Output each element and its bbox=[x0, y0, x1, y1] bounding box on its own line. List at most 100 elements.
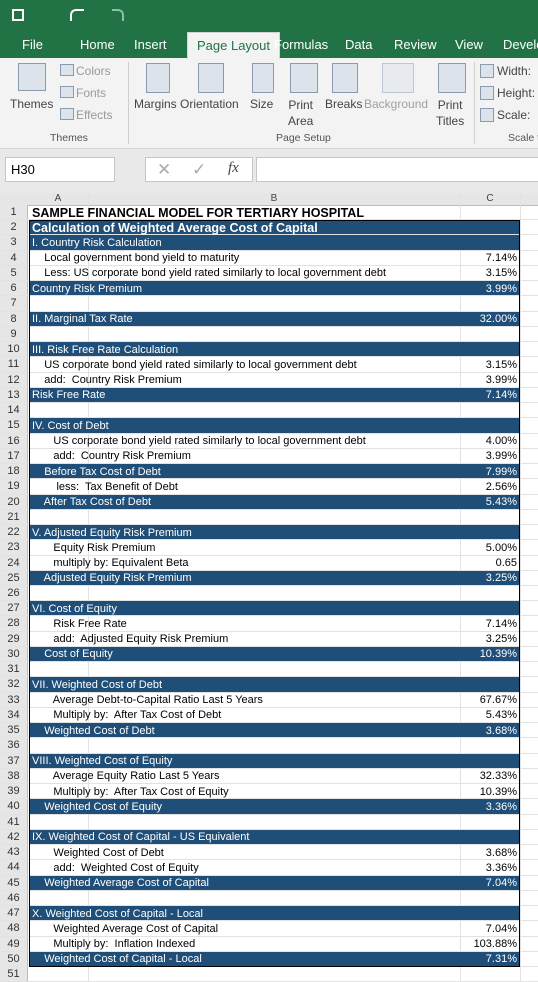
width-field[interactable]: Width: bbox=[497, 64, 532, 78]
height-field[interactable]: Height: bbox=[497, 86, 536, 100]
row-header[interactable]: 7 bbox=[0, 296, 28, 312]
ribbon-tab[interactable]: Page Layout bbox=[187, 32, 281, 59]
ribbon-tab[interactable]: Develo bbox=[503, 37, 538, 52]
cell-text: Weighted Cost of Debt bbox=[32, 724, 155, 737]
ribbon-tab[interactable]: Data bbox=[345, 37, 373, 52]
row-divider bbox=[0, 432, 538, 434]
themes-icon[interactable] bbox=[18, 63, 46, 91]
row-divider bbox=[0, 676, 538, 678]
row-header[interactable]: 18 bbox=[0, 464, 28, 480]
row-header[interactable]: 39 bbox=[0, 784, 28, 800]
row-header[interactable]: 42 bbox=[0, 829, 28, 846]
breaks-button[interactable]: Breaks bbox=[325, 97, 363, 111]
row-divider bbox=[0, 463, 538, 465]
row-header[interactable]: 9 bbox=[0, 326, 28, 343]
row-header[interactable]: 48 bbox=[0, 921, 28, 937]
row-header[interactable]: 26 bbox=[0, 586, 28, 602]
row-header[interactable]: 33 bbox=[0, 692, 28, 708]
name-box[interactable]: H30 bbox=[5, 157, 115, 182]
formula-input[interactable] bbox=[256, 157, 538, 182]
row-header[interactable]: 35 bbox=[0, 723, 28, 739]
row-header[interactable]: 19 bbox=[0, 479, 28, 495]
colors-button[interactable]: Colors bbox=[76, 64, 111, 78]
ribbon-tab[interactable]: Formulas bbox=[274, 37, 329, 52]
row-band bbox=[30, 799, 520, 814]
column-header[interactable]: A bbox=[54, 193, 62, 204]
column-header[interactable]: C bbox=[486, 193, 494, 204]
cell-text: II. Marginal Tax Rate bbox=[32, 313, 133, 326]
row-header[interactable]: 12 bbox=[0, 372, 28, 388]
cancel-icon[interactable]: ✕ bbox=[157, 160, 172, 179]
row-divider bbox=[0, 935, 538, 937]
scale-field[interactable]: Scale: bbox=[497, 108, 531, 122]
row-header[interactable]: 37 bbox=[0, 753, 28, 769]
row-header[interactable]: 31 bbox=[0, 662, 28, 678]
effects-button[interactable]: Effects bbox=[76, 108, 113, 122]
row-header[interactable]: 32 bbox=[0, 677, 28, 693]
row-header[interactable]: 11 bbox=[0, 357, 28, 373]
row-header[interactable]: 34 bbox=[0, 707, 28, 724]
column-header[interactable]: B bbox=[270, 193, 278, 204]
row-divider bbox=[0, 722, 538, 724]
row-header[interactable]: 50 bbox=[0, 951, 28, 967]
row-header[interactable]: 13 bbox=[0, 387, 28, 404]
row-header[interactable]: 14 bbox=[0, 403, 28, 419]
ribbon-tab[interactable]: File bbox=[22, 37, 43, 52]
row-header[interactable]: 2 bbox=[0, 220, 28, 236]
row-header[interactable]: 16 bbox=[0, 433, 28, 449]
row-header[interactable]: 47 bbox=[0, 906, 28, 922]
fonts-button[interactable]: Fonts bbox=[76, 86, 107, 100]
row-header[interactable]: 41 bbox=[0, 814, 28, 830]
row-header[interactable]: 38 bbox=[0, 768, 28, 785]
row-header[interactable]: 25 bbox=[0, 570, 28, 586]
row-header[interactable]: 45 bbox=[0, 875, 28, 891]
row-header[interactable]: 49 bbox=[0, 936, 28, 952]
row-header[interactable]: 5 bbox=[0, 265, 28, 282]
row-header[interactable]: 36 bbox=[0, 738, 28, 754]
background-button[interactable]: Background bbox=[364, 97, 429, 111]
group-label: Page Setup bbox=[276, 132, 331, 144]
row-header[interactable]: 29 bbox=[0, 631, 28, 647]
insert-function[interactable]: fx bbox=[228, 160, 239, 176]
row-band bbox=[30, 418, 520, 433]
row-header[interactable]: 40 bbox=[0, 799, 28, 815]
print-titles-button[interactable]: Print Titles bbox=[436, 98, 465, 128]
row-header[interactable]: 28 bbox=[0, 616, 28, 632]
row-header[interactable]: 8 bbox=[0, 311, 28, 327]
ribbon-tab[interactable]: Review bbox=[394, 37, 437, 52]
row-header[interactable]: 1 bbox=[0, 205, 28, 221]
row-header[interactable]: 24 bbox=[0, 555, 28, 571]
save-icon[interactable] bbox=[12, 9, 24, 21]
row-header[interactable]: 23 bbox=[0, 540, 28, 556]
row-header[interactable]: 51 bbox=[0, 967, 28, 982]
undo-icon[interactable] bbox=[70, 9, 84, 21]
row-header[interactable]: 21 bbox=[0, 509, 28, 526]
enter-icon[interactable]: ✓ bbox=[192, 160, 207, 179]
row-header[interactable]: 30 bbox=[0, 646, 28, 663]
themes-button[interactable]: Themes bbox=[10, 97, 54, 111]
orientation-button[interactable]: Orientation bbox=[180, 97, 239, 111]
size-button[interactable]: Size bbox=[250, 97, 274, 111]
ribbon-tab[interactable]: View bbox=[455, 37, 483, 52]
row-header[interactable]: 15 bbox=[0, 418, 28, 434]
row-header[interactable]: 27 bbox=[0, 601, 28, 617]
row-divider bbox=[0, 615, 538, 617]
row-header[interactable]: 3 bbox=[0, 235, 28, 251]
ribbon-tab[interactable]: Insert bbox=[134, 37, 167, 52]
row-header[interactable]: 10 bbox=[0, 342, 28, 358]
redo-icon[interactable] bbox=[112, 9, 124, 21]
cell-value: 3.36% bbox=[485, 800, 517, 813]
row-header[interactable]: 4 bbox=[0, 250, 28, 266]
row-header[interactable]: 44 bbox=[0, 860, 28, 876]
ribbon-tab[interactable]: Home bbox=[80, 37, 115, 52]
row-header[interactable]: 22 bbox=[0, 525, 28, 541]
row-header[interactable]: 20 bbox=[0, 494, 28, 510]
row-band bbox=[30, 677, 520, 692]
cell-text: Risk Free Rate bbox=[32, 389, 106, 402]
row-header[interactable]: 17 bbox=[0, 448, 28, 465]
print-area-button[interactable]: Print Area bbox=[288, 98, 314, 128]
row-header[interactable]: 43 bbox=[0, 845, 28, 861]
row-header[interactable]: 46 bbox=[0, 890, 28, 907]
row-header[interactable]: 6 bbox=[0, 281, 28, 297]
margins-button[interactable]: Margins bbox=[134, 97, 177, 111]
